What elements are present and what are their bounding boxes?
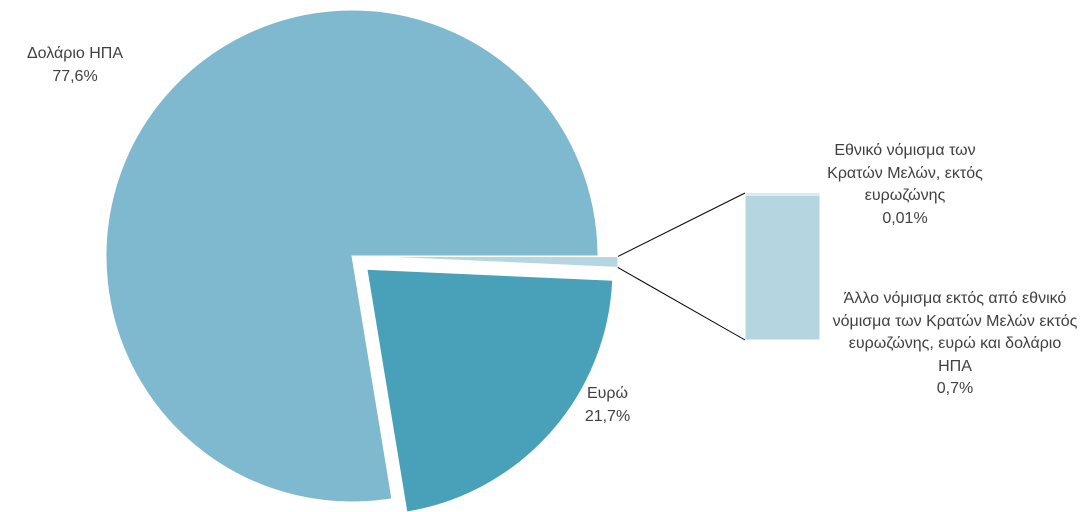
category-label: Δολάριο ΗΠΑ [26, 45, 124, 62]
value-label: 0,7% [936, 380, 974, 397]
category-label: Άλλο νόμισμα εκτός από εθνικό νόμισμα τω… [832, 290, 1078, 375]
pie-slice [371, 255, 619, 268]
connector-line [617, 192, 746, 257]
category-label: Εθνικό νόμισμα των Κρατών Μελών, εκτός ε… [827, 142, 983, 204]
value-label: 21,7% [584, 407, 631, 425]
bar-segment [744, 194, 821, 341]
connector-line [617, 266, 746, 341]
data-label: Εθνικό νόμισμα των Κρατών Μελών, εκτός ε… [820, 140, 990, 230]
value-label: 0,01% [882, 209, 928, 227]
data-label: Ευρώ 21,7% [560, 383, 655, 428]
pie-slice [366, 268, 614, 512]
data-label: Δολάριο ΗΠΑ 77,6% [5, 43, 145, 88]
value-label: 77,6% [52, 67, 98, 85]
pie-slice [105, 9, 599, 503]
data-label: Άλλο νόμισμα εκτός από εθνικό νόμισμα τω… [830, 288, 1080, 401]
category-label: Ευρώ [586, 385, 628, 402]
